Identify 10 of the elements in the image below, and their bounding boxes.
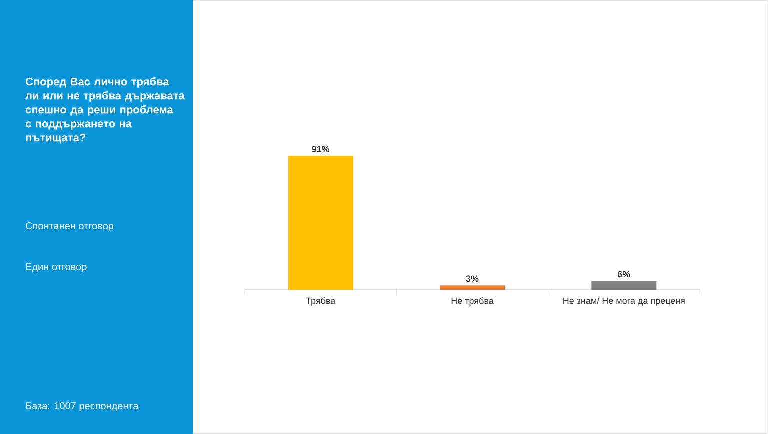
x-tick-label: Трябва	[306, 298, 336, 306]
data-label: 6%	[618, 271, 630, 278]
data-label: 3%	[466, 276, 479, 282]
text: Според Вас лично трябва ли или не трябва държавата спешно да реши проблема с поддържането на пътищата?	[26, 78, 185, 144]
text: Спонтанен отговор	[26, 222, 114, 232]
text: База: 1007 респондента	[26, 402, 139, 412]
x-tick-label: Не трябва	[452, 298, 494, 306]
data-label: 91%	[312, 146, 330, 153]
x-tick-label: Не знам/ Не мога да преценя	[564, 298, 685, 306]
text: Един отговор	[26, 264, 87, 272]
